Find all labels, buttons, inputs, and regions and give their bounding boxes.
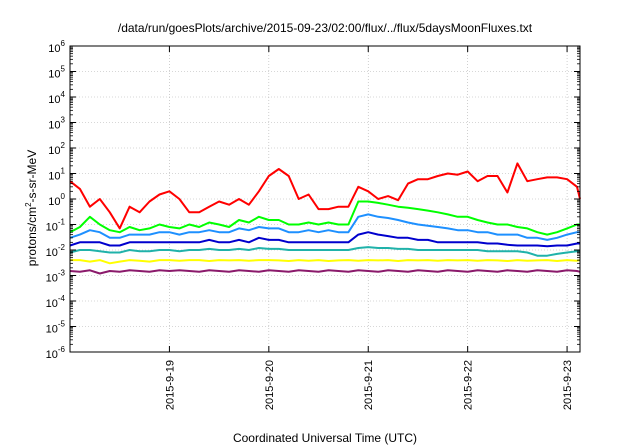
y-tick-label: 10-3 xyxy=(46,269,66,285)
y-tick-exponent: 0 xyxy=(61,192,66,201)
y-tick-base: 10 xyxy=(48,196,60,208)
y-tick-base: 10 xyxy=(46,324,58,336)
y-tick-exponent: -4 xyxy=(58,294,66,303)
grid-lines xyxy=(70,46,580,352)
y-tick-label: 101 xyxy=(48,167,65,183)
y-tick-label: 103 xyxy=(48,116,65,132)
y-tick-base: 10 xyxy=(46,247,58,259)
chart-title: /data/run/goesPlots/archive/2015-09-23/0… xyxy=(118,21,533,35)
x-tick-label: 2015-9-23 xyxy=(562,360,574,410)
svg-text:protons/cm2-s-sr-MeV: protons/cm2-s-sr-MeV xyxy=(24,150,39,266)
y-tick-base: 10 xyxy=(46,273,58,285)
y-tick-exponent: 1 xyxy=(61,167,66,176)
y-tick-exponent: -6 xyxy=(58,345,66,354)
y-tick-exponent: 5 xyxy=(61,65,66,74)
x-tick-labels: 2015-9-19 2015-9-20 2015-9-21 2015-9-22 2015… xyxy=(164,46,574,410)
series-line-5 xyxy=(69,246,580,257)
y-tick-base: 10 xyxy=(48,94,60,106)
series-line-4 xyxy=(69,231,580,248)
y-tick-label: 10-5 xyxy=(46,320,66,336)
series-line-2 xyxy=(69,200,580,236)
y-tick-label: 105 xyxy=(48,65,65,81)
y-tick-exponent: -2 xyxy=(58,243,66,252)
y-tick-base: 10 xyxy=(48,69,60,81)
y-tick-label: 106 xyxy=(48,39,65,55)
y-tick-label: 10-2 xyxy=(46,243,66,259)
y-tick-exponent: 6 xyxy=(61,39,66,48)
y-tick-label: 104 xyxy=(48,90,65,106)
y-tick-label: 102 xyxy=(48,141,65,157)
y-tick-exponent: -3 xyxy=(58,269,66,278)
x-tick-label: 2015-9-21 xyxy=(363,360,375,410)
y-tick-label: 100 xyxy=(48,192,65,208)
series-line-6 xyxy=(70,259,581,265)
series-lines xyxy=(69,162,581,275)
y-tick-base: 10 xyxy=(48,145,60,157)
x-tick-label: 2015-9-22 xyxy=(463,360,475,410)
series-line-3 xyxy=(69,213,580,241)
y-tick-label: 10-4 xyxy=(46,294,66,310)
y-axis-label-sup: 2 xyxy=(24,202,33,207)
x-tick-label: 2015-9-19 xyxy=(164,360,176,410)
y-tick-base: 10 xyxy=(46,349,58,361)
y-tick-exponent: 3 xyxy=(61,116,66,125)
y-tick-exponent: 2 xyxy=(61,141,66,150)
y-tick-exponent: 4 xyxy=(61,90,66,99)
y-axis-label-rest: -s-sr-MeV xyxy=(25,150,39,203)
y-tick-label: 10-1 xyxy=(46,218,66,234)
y-tick-base: 10 xyxy=(46,222,58,234)
y-tick-base: 10 xyxy=(46,298,58,310)
y-tick-base: 10 xyxy=(48,171,60,183)
x-tick-label: 2015-9-20 xyxy=(264,360,276,410)
y-tick-base: 10 xyxy=(48,43,60,55)
y-axis-label: protons/cm2-s-sr-MeV xyxy=(24,150,39,266)
y-tick-exponent: -5 xyxy=(58,320,66,329)
series-line-1 xyxy=(69,162,581,230)
y-axis-label-main: protons/cm xyxy=(25,207,39,266)
y-tick-label: 10-6 xyxy=(46,345,66,361)
x-axis-label: Coordinated Universal Time (UTC) xyxy=(233,431,417,445)
plot-frame xyxy=(69,45,581,353)
series-line-7 xyxy=(69,269,581,275)
y-tick-exponent: -1 xyxy=(58,218,66,227)
y-tick-base: 10 xyxy=(48,120,60,132)
